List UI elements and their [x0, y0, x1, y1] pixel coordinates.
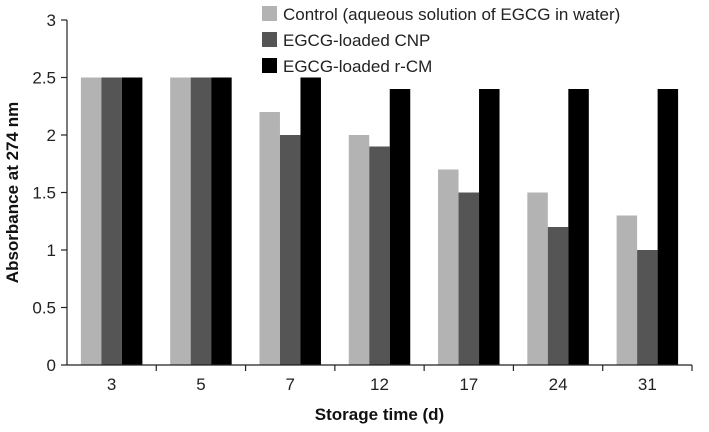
legend-swatch — [262, 6, 277, 21]
bar-2-31 — [637, 250, 658, 365]
legend-label: EGCG-loaded r-CM — [283, 57, 432, 76]
bar-2-12 — [369, 146, 390, 365]
bar-2-24 — [547, 227, 569, 365]
x-tick-label: 5 — [196, 375, 205, 394]
legend-label: Control (aqueous solution of EGCG in wat… — [283, 5, 620, 24]
bar-1-24 — [527, 192, 548, 365]
bar-1-17 — [438, 169, 459, 365]
y-tick-label: 0 — [47, 356, 56, 375]
legend: Control (aqueous solution of EGCG in wat… — [262, 5, 620, 76]
bar-3-17 — [479, 89, 500, 365]
bar-2-5 — [190, 77, 212, 365]
legend-swatch — [262, 32, 277, 47]
bar-3-5 — [211, 77, 232, 365]
bar-marks — [80, 77, 679, 365]
y-tick-label: 3 — [47, 11, 56, 30]
y-tick-label: 0.5 — [32, 299, 56, 318]
y-tick-label: 2 — [47, 126, 56, 145]
y-tick-label: 2.5 — [32, 69, 56, 88]
x-tick-label: 31 — [638, 375, 657, 394]
bar-1-31 — [616, 215, 638, 365]
x-tick-label: 3 — [107, 375, 116, 394]
bar-1-12 — [348, 135, 370, 365]
bar-1-7 — [259, 112, 280, 365]
bar-3-24 — [568, 89, 589, 365]
bar-3-3 — [121, 77, 143, 365]
legend-label: EGCG-loaded CNP — [283, 31, 430, 50]
x-axis-ticks: 3 5 7 12 17 24 31 — [107, 365, 693, 394]
x-tick-label: 24 — [549, 375, 568, 394]
bar-1-5 — [170, 77, 191, 365]
bar-2-7 — [279, 135, 301, 365]
x-tick-label: 7 — [285, 375, 294, 394]
bar-3-12 — [389, 89, 411, 365]
bar-3-7 — [300, 77, 321, 365]
legend-swatch — [262, 58, 277, 73]
x-tick-label: 12 — [370, 375, 389, 394]
bar-3-31 — [657, 89, 679, 365]
bar-2-17 — [458, 192, 480, 365]
x-axis-title: Storage time (d) — [315, 405, 444, 424]
x-tick-label: 17 — [459, 375, 478, 394]
bar-2-3 — [101, 77, 122, 365]
bar-1-3 — [80, 77, 102, 365]
y-tick-label: 1.5 — [32, 184, 56, 203]
y-axis-title: Absorbance at 274 nm — [3, 102, 22, 283]
y-axis-ticks: 0 0.5 1 1.5 2 2.5 3 — [32, 11, 67, 375]
y-tick-label: 1 — [47, 241, 56, 260]
